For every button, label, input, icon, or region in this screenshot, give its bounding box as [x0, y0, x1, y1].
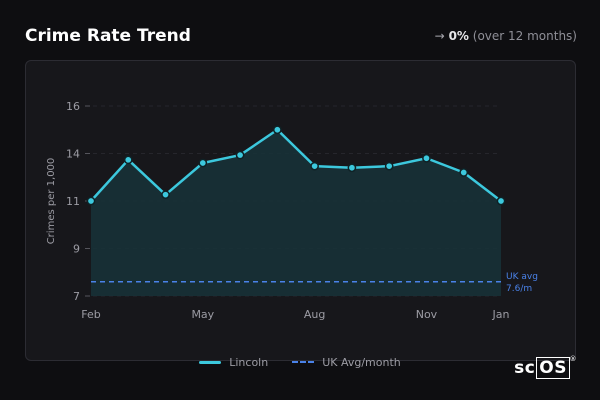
trend-period: (over 12 months): [472, 29, 577, 43]
y-tick-label: 9: [73, 243, 80, 256]
data-point-may: [198, 158, 208, 168]
legend-item-uk-avg[interactable]: UK Avg/month: [292, 356, 401, 369]
legend-label-series: Lincoln: [229, 355, 269, 369]
trend-summary: → 0% (over 12 months): [435, 29, 577, 43]
data-point-mar: [123, 155, 133, 165]
uk-avg-label-line2: 7.6/m: [506, 284, 532, 294]
x-tick-label: May: [191, 308, 214, 321]
x-tick-label: Aug: [304, 308, 325, 321]
brand-registered-mark: ®: [569, 355, 577, 363]
legend-swatch-series: [199, 360, 222, 364]
legend-label-uk-avg: UK Avg/month: [322, 355, 401, 369]
y-tick-label: 14: [66, 148, 80, 161]
x-tick-label: Nov: [416, 308, 438, 321]
series-line-lincoln: [90, 128, 502, 202]
data-point-jul: [273, 125, 282, 135]
data-point-nov: [422, 153, 431, 163]
x-tick-label: Feb: [81, 308, 100, 321]
y-tick-label: 16: [66, 100, 80, 113]
chart-legend: Lincoln UK Avg/month: [0, 352, 600, 372]
y-tick-label: 7: [73, 290, 80, 303]
data-point-sep: [347, 163, 357, 173]
data-point-aug: [310, 161, 319, 171]
data-point-apr: [161, 190, 170, 200]
data-point-dec: [459, 168, 469, 177]
x-tick-label: Jan: [492, 308, 510, 321]
trend-value: 0%: [448, 29, 469, 43]
series-area-fill: [91, 129, 501, 296]
data-point-oct: [384, 161, 394, 171]
trend-arrow-icon: →: [434, 29, 445, 43]
y-axis-label: Crimes per 1,000: [46, 158, 57, 245]
legend-item-series[interactable]: Lincoln: [199, 356, 268, 369]
uk-avg-label-line1: UK avg: [506, 272, 538, 282]
brand-logo: sc OS ®: [514, 355, 577, 379]
data-point-jan: [496, 196, 506, 206]
chart-title: Crime Rate Trend: [25, 26, 191, 46]
brand-logo-text: sc OS: [514, 357, 570, 379]
data-point-jun: [235, 150, 245, 160]
legend-swatch-uk-avg: [292, 361, 315, 363]
data-point-feb: [86, 196, 96, 206]
chart-header: Crime Rate Trend → 0% (over 12 months): [25, 26, 577, 48]
y-tick-label: 11: [66, 195, 80, 208]
